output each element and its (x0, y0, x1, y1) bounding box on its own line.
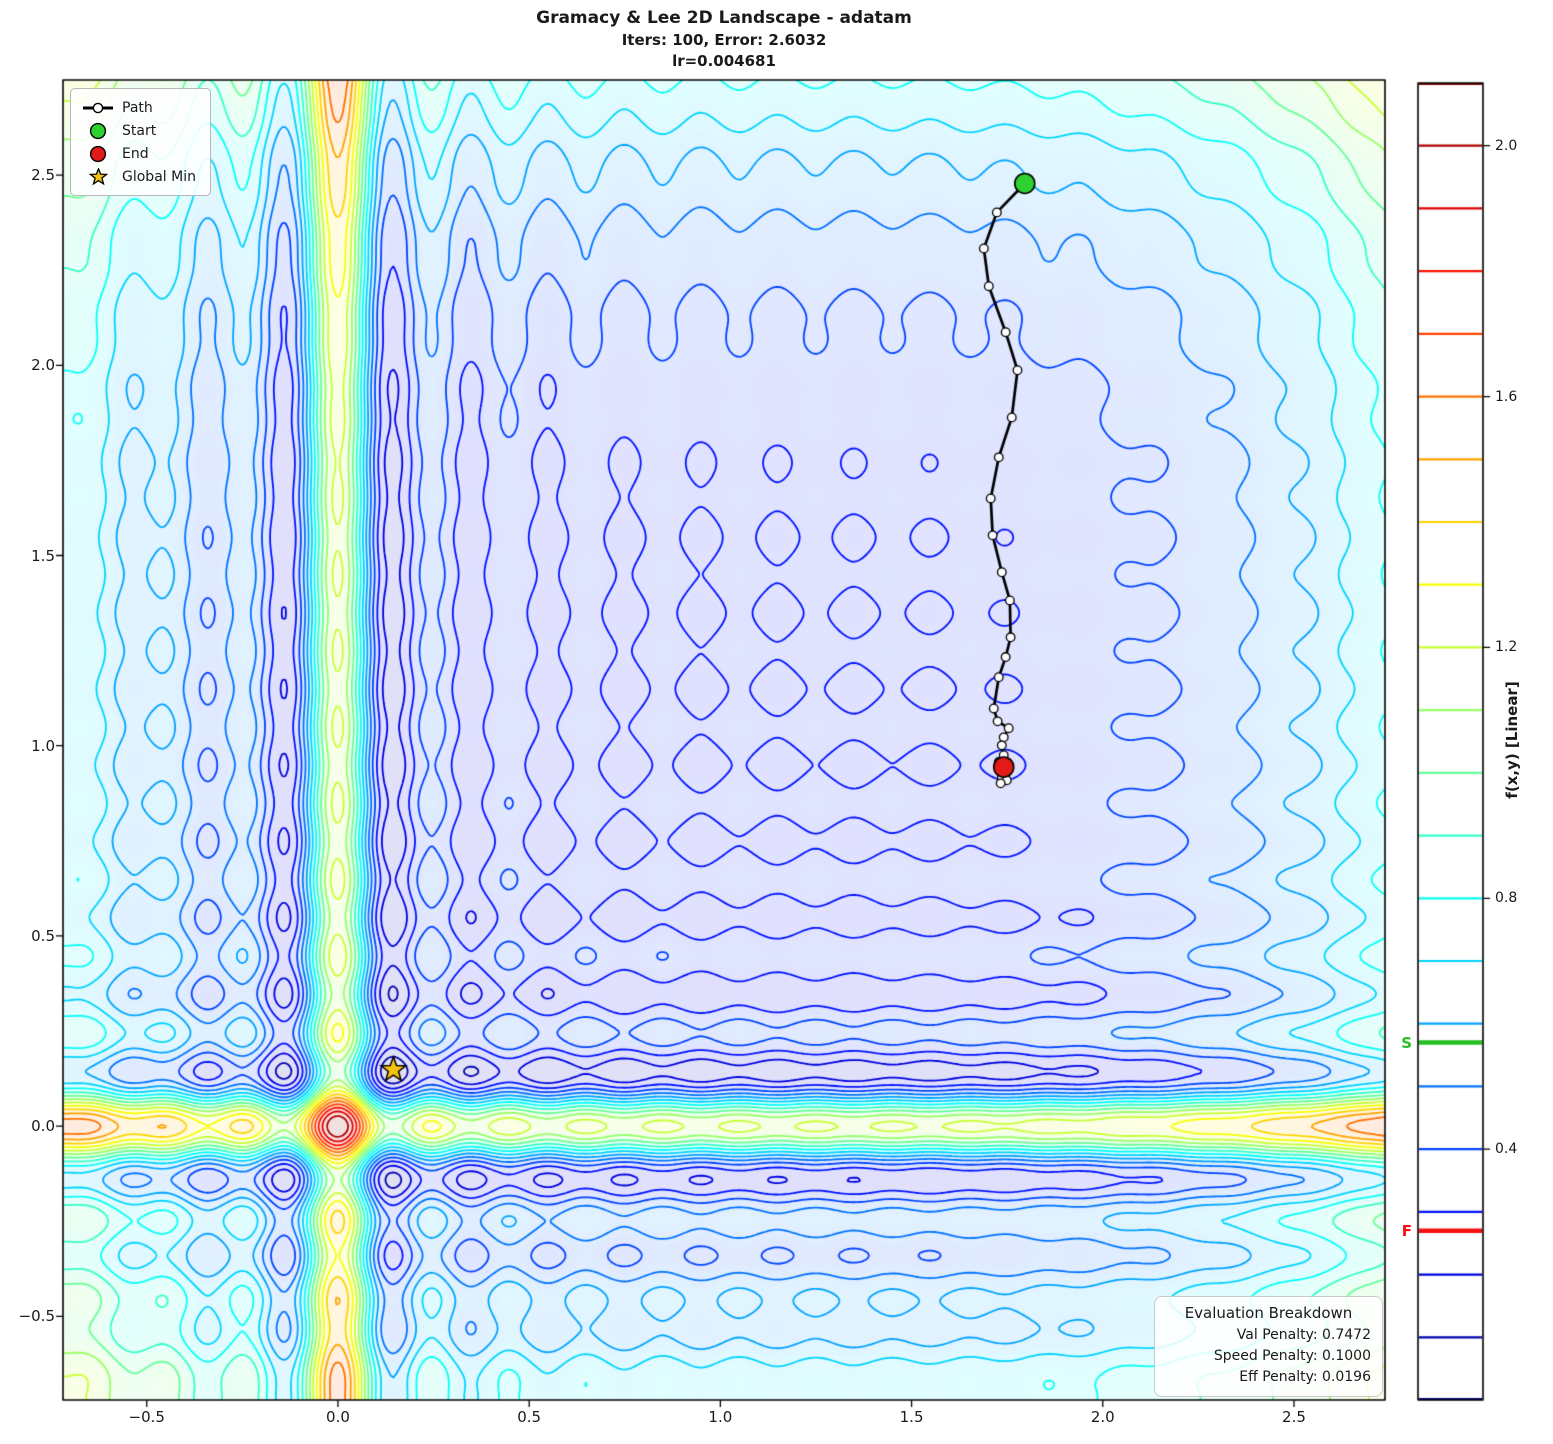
eval-eff-penalty: Eff Penalty: 0.0196 (1239, 1369, 1371, 1385)
y-tick-label: 2.0 (31, 356, 55, 375)
y-tick-label: 1.5 (31, 546, 55, 565)
colorbar-tick-label: 1.6 (1495, 388, 1518, 405)
path-line-icon (80, 100, 116, 116)
legend-item-label: Start (122, 122, 157, 139)
x-tick-label: 1.5 (899, 1408, 924, 1426)
legend-item-path: Path (80, 96, 196, 119)
legend-item-label: Global Min (122, 168, 196, 185)
eval-speed-penalty: Speed Penalty: 0.1000 (1213, 1348, 1371, 1364)
global-min-star-icon (80, 167, 116, 186)
y-tick-label: 2.5 (31, 166, 55, 185)
eval-box-title: Evaluation Breakdown (1184, 1304, 1353, 1322)
x-tick-label: 1.0 (708, 1408, 733, 1426)
x-tick-label: 0.5 (517, 1408, 542, 1426)
x-tick-label: −0.5 (128, 1408, 165, 1426)
eval-val-penalty: Val Penalty: 0.7472 (1236, 1327, 1371, 1343)
x-tick-label: 2.0 (1090, 1408, 1115, 1426)
y-tick-label: 0.0 (31, 1117, 55, 1136)
colorbar-final-marker-label: F (1401, 1221, 1412, 1240)
colorbar-tick-label: 2.0 (1495, 137, 1518, 154)
legend-item-label: Path (122, 99, 153, 116)
y-tick-label: −0.5 (18, 1307, 55, 1326)
legend-item-label: End (122, 145, 149, 162)
legend: Path Start End Global Min (70, 88, 211, 196)
title-line-1: Gramacy & Lee 2D Landscape - adatam (536, 8, 912, 28)
title-line-2: Iters: 100, Error: 2.6032 (621, 31, 827, 49)
legend-item-start: Start (80, 119, 196, 142)
colorbar-tick-label: 1.2 (1495, 639, 1518, 656)
legend-item-end: End (80, 142, 196, 165)
colorbar-start-marker-label: S (1401, 1033, 1412, 1052)
y-tick-label: 1.0 (31, 736, 55, 755)
x-tick-label: 0.0 (326, 1408, 350, 1426)
end-marker-icon (80, 145, 116, 163)
title-line-3: lr=0.004681 (672, 52, 776, 70)
colorbar-axis-label: f(x,y) [Linear] (1503, 681, 1521, 799)
y-tick-label: 0.5 (31, 926, 55, 945)
x-tick-label: 2.5 (1282, 1408, 1306, 1426)
legend-item-global-min: Global Min (80, 165, 196, 188)
colorbar-tick-label: 0.4 (1495, 1141, 1518, 1158)
chart-title: Gramacy & Lee 2D Landscape - adatam Iter… (63, 6, 1385, 72)
start-marker-icon (80, 122, 116, 140)
evaluation-breakdown: Evaluation Breakdown Val Penalty: 0.7472… (1154, 1296, 1383, 1397)
colorbar-tick-label: 0.8 (1495, 890, 1518, 907)
